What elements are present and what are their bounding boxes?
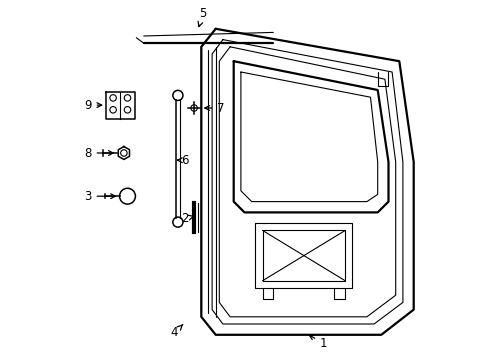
Text: 1: 1 [309,335,327,350]
Text: 5: 5 [198,7,206,27]
Text: 7: 7 [204,102,224,114]
Text: 6: 6 [177,154,188,167]
Text: 8: 8 [84,147,113,159]
Text: 4: 4 [170,324,183,339]
Text: 9: 9 [84,99,102,112]
Text: 2: 2 [181,212,194,225]
Text: 3: 3 [84,190,115,203]
